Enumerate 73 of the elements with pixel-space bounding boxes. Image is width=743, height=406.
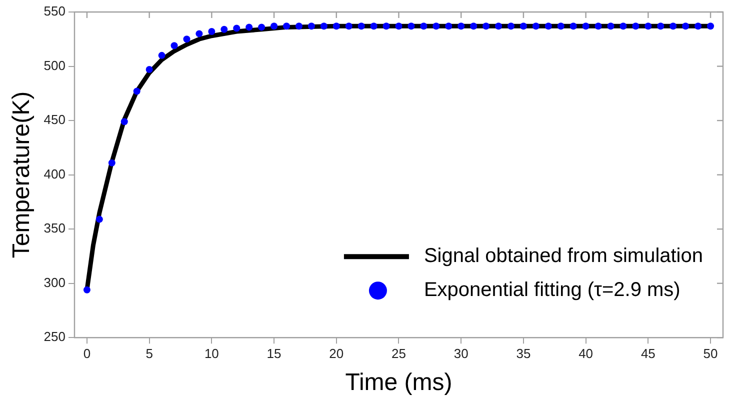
x-tick-label: 15 xyxy=(266,346,282,361)
point xyxy=(258,24,266,31)
y-axis-title: Temperature(K) xyxy=(8,91,36,258)
y-tick-label: 250 xyxy=(44,329,66,344)
point xyxy=(146,66,153,74)
point xyxy=(644,22,652,30)
point xyxy=(458,22,465,30)
point xyxy=(196,30,203,38)
x-tick-label: 50 xyxy=(703,346,718,361)
y-tick-label: 500 xyxy=(44,58,66,73)
point xyxy=(470,22,478,30)
point xyxy=(332,22,340,30)
x-tick-label: 30 xyxy=(454,346,468,361)
y-tick-label: 350 xyxy=(44,220,66,236)
x-tick-label: 0 xyxy=(83,346,91,361)
point xyxy=(382,22,390,30)
point xyxy=(120,118,128,126)
point xyxy=(208,28,216,36)
x-axis-title: Time (ms) xyxy=(345,369,452,396)
y-tick-label: 400 xyxy=(44,166,66,182)
point xyxy=(544,22,552,30)
point xyxy=(395,22,402,30)
point xyxy=(507,22,514,30)
point xyxy=(96,216,103,223)
point xyxy=(620,22,627,30)
legend-label: Signal obtained from simulation xyxy=(424,245,704,268)
point xyxy=(320,22,328,30)
point xyxy=(283,22,290,30)
point xyxy=(270,22,278,30)
point xyxy=(345,22,352,30)
point xyxy=(83,286,90,294)
point xyxy=(495,22,502,30)
point xyxy=(657,22,664,30)
legend-label: Exponential fitting (τ=2.9 ms) xyxy=(424,279,680,302)
point xyxy=(632,22,640,30)
x-tick-label: 35 xyxy=(516,346,531,361)
point xyxy=(482,22,490,30)
point xyxy=(694,22,702,30)
y-tick-label: 450 xyxy=(44,112,66,128)
point xyxy=(158,52,166,59)
point xyxy=(358,22,365,30)
point xyxy=(607,22,614,30)
point xyxy=(520,22,527,30)
x-tick-label: 5 xyxy=(146,346,153,361)
point xyxy=(233,24,240,32)
point xyxy=(170,42,178,50)
point xyxy=(582,22,590,30)
point xyxy=(682,22,690,30)
point xyxy=(183,36,190,43)
point xyxy=(308,22,315,30)
point xyxy=(220,26,228,33)
x-tick-label: 40 xyxy=(578,346,594,361)
x-tick-label: 10 xyxy=(204,346,219,361)
point xyxy=(295,22,302,30)
point xyxy=(133,88,140,95)
point xyxy=(532,22,540,30)
point xyxy=(594,22,602,30)
point xyxy=(420,22,428,30)
point xyxy=(670,22,677,30)
x-tick-label: 20 xyxy=(329,346,344,361)
point xyxy=(432,22,440,30)
point xyxy=(246,24,253,31)
y-tick-label: 300 xyxy=(44,274,66,290)
y-tick-label: 550 xyxy=(44,4,66,19)
point xyxy=(445,22,452,30)
point xyxy=(557,22,564,30)
point xyxy=(108,159,116,166)
x-tick-label: 45 xyxy=(640,346,656,361)
point xyxy=(570,22,577,30)
point xyxy=(408,22,415,30)
x-tick-label: 25 xyxy=(392,346,406,361)
point xyxy=(707,22,714,30)
point xyxy=(370,22,378,30)
